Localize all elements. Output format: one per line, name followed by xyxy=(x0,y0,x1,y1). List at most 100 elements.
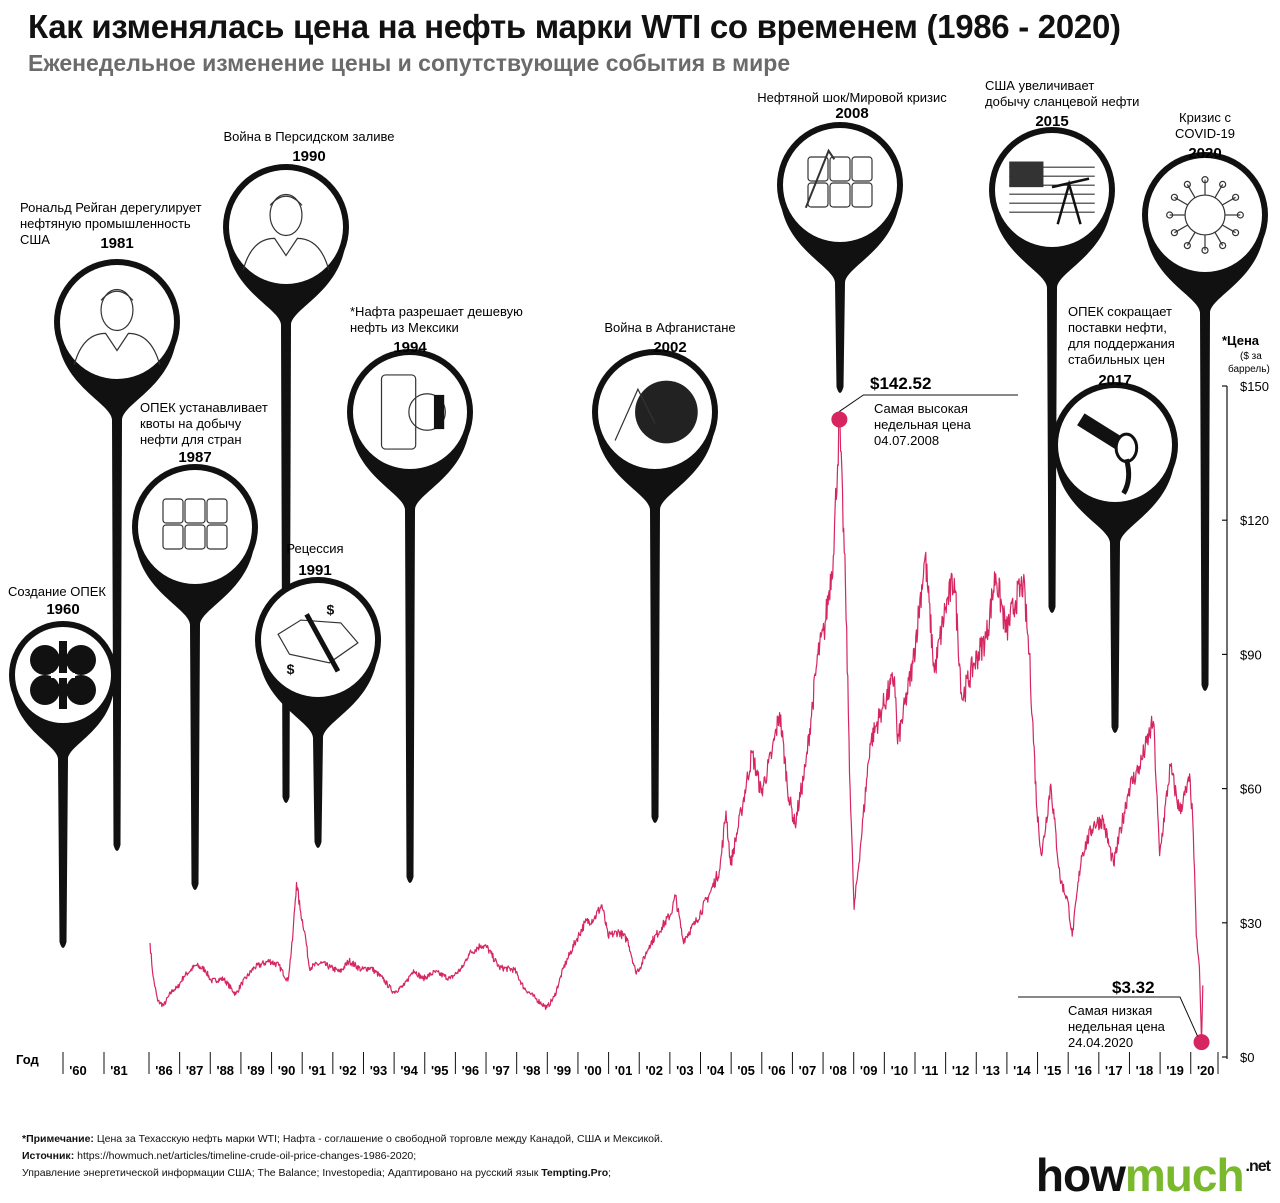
low-price-marker xyxy=(1193,1034,1210,1051)
high-price-value: $142.52 xyxy=(870,374,931,393)
x-tick-label: '97 xyxy=(492,1063,510,1078)
event-year: 1991 xyxy=(298,562,331,579)
event-year: 2020 xyxy=(1188,145,1221,162)
pin-tail xyxy=(227,249,345,804)
usa-pumpjack-icon xyxy=(1009,161,1095,225)
stacked-barrels-icon xyxy=(804,148,873,209)
high-price-marker xyxy=(831,411,848,428)
event-label: Рональд Рейган дерегулирует нефтяную пром… xyxy=(20,200,202,247)
event-pin-1987: ОПЕК устанавливает квоты на добычу нефти д… xyxy=(132,400,268,890)
event-pin-2015: США увеличивает добычу сланцевой нефти 201… xyxy=(985,78,1139,614)
event-year: 2002 xyxy=(653,339,686,356)
mexico-barrel-icon xyxy=(380,374,446,450)
footer-note: *Примечание: Цена за Техасскую нефть мар… xyxy=(22,1133,663,1145)
opec-logo-icon xyxy=(30,641,96,709)
pin-face xyxy=(229,170,343,284)
x-tick-label: '86 xyxy=(155,1063,173,1078)
x-tick-label: '89 xyxy=(247,1063,265,1078)
event-pin-1960: Создание ОПЕК 1960 xyxy=(8,584,117,948)
x-tick-label: '88 xyxy=(216,1063,234,1078)
footer-source: Источник: https://howmuch.net/articles/t… xyxy=(22,1150,416,1162)
event-pin-1991: $ $ Рецессия 1991 xyxy=(255,541,381,848)
x-tick-label: '60 xyxy=(69,1063,87,1078)
event-pin-2017: ОПЕК сокращает поставки нефти, для поддерж… xyxy=(1052,304,1178,733)
x-tick-label: '96 xyxy=(462,1063,480,1078)
event-label: Война в Персидском заливе xyxy=(224,129,395,144)
afghan-war-icon xyxy=(614,380,698,444)
y-tick-label: $150 xyxy=(1240,379,1269,394)
page-subtitle: Еженедельное изменение цены и сопутствую… xyxy=(28,50,791,76)
x-tick-label: '18 xyxy=(1136,1063,1154,1078)
x-tick-label: '06 xyxy=(768,1063,786,1078)
event-year: 2015 xyxy=(1035,113,1068,130)
howmuch-logo[interactable]: howmuch .net xyxy=(1035,1148,1271,1202)
event-label: ОПЕК устанавливает квоты на добычу нефти д… xyxy=(140,400,268,447)
event-pin-1981: Рональд Рейган дерегулирует нефтяную пром… xyxy=(20,200,202,851)
footer-source-label: Источник: xyxy=(22,1150,75,1162)
x-tick-label: '93 xyxy=(370,1063,388,1078)
reagan-portrait-icon xyxy=(73,288,161,365)
pin-tail xyxy=(351,434,469,883)
y-tick-label: $120 xyxy=(1240,513,1269,528)
logo-how: how xyxy=(1035,1149,1126,1201)
price-line-layer xyxy=(149,415,1204,1043)
footer-source-2: Управление энергетической информации США… xyxy=(22,1167,611,1179)
x-tick-label: '87 xyxy=(186,1063,204,1078)
footer-note-text: Цена за Техасскую нефть марки WTI; Нафта… xyxy=(96,1133,663,1145)
event-year: 2008 xyxy=(835,105,868,122)
pin-tail xyxy=(136,549,254,890)
x-tick-label: '17 xyxy=(1105,1063,1123,1078)
x-tick-label: '04 xyxy=(707,1063,725,1078)
footer-source-2-bold: Tempting.Pro xyxy=(541,1167,609,1179)
pin-tail xyxy=(58,344,176,851)
x-tick-label: '91 xyxy=(308,1063,326,1078)
y-tick-label: $30 xyxy=(1240,916,1262,931)
event-pin-2002: Война в Афганистане 2002 xyxy=(592,320,736,823)
low-price-value: $3.32 xyxy=(1112,978,1155,997)
event-year: 1981 xyxy=(100,235,133,252)
high-price-leader xyxy=(839,394,1018,412)
x-tick-label: '94 xyxy=(400,1063,418,1078)
event-label: *Нафта разрешает дешевую нефть из Мексики xyxy=(350,304,523,335)
x-tick-label: '81 xyxy=(110,1063,128,1078)
footer-source-url: https://howmuch.net/articles/timeline-cr… xyxy=(77,1150,417,1162)
event-label: Рецессия xyxy=(286,541,343,556)
page-title: Как изменялась цена на нефть марки WTI с… xyxy=(28,8,1121,45)
pin-tail xyxy=(781,207,899,393)
pin-tail xyxy=(1056,467,1174,733)
axis-layer: *Цена ($ за баррель) Год $150 $120 $90 $60 $3… xyxy=(16,333,1270,1078)
x-tick-label: '92 xyxy=(339,1063,357,1078)
x-tick-label: '10 xyxy=(891,1063,909,1078)
annotations-layer: $142.52 Самая высокая недельная цена04.07.… xyxy=(831,374,1210,1051)
pouring-barrel-icon xyxy=(1077,413,1139,495)
x-tick-label: '14 xyxy=(1013,1063,1031,1078)
pin-tail xyxy=(1146,237,1264,692)
footer-note-label: *Примечание: xyxy=(22,1133,94,1145)
oil-price-chart: Создание ОПЕК 1960 Рональд Рейган дерегули… xyxy=(8,78,1270,1078)
x-tick-label: '07 xyxy=(799,1063,817,1078)
y-axis-title: *Цена xyxy=(1222,333,1260,348)
event-year: 1994 xyxy=(393,339,427,356)
x-tick-label: '03 xyxy=(676,1063,694,1078)
x-tick-label: '90 xyxy=(278,1063,296,1078)
x-tick-label: '12 xyxy=(952,1063,970,1078)
x-tick-label: '98 xyxy=(523,1063,541,1078)
low-price-date: 24.04.2020 xyxy=(1068,1035,1133,1050)
x-tick-label: '00 xyxy=(584,1063,602,1078)
y-tick-label: $0 xyxy=(1240,1050,1254,1065)
virus-icon xyxy=(1166,176,1244,254)
x-tick-label: '05 xyxy=(737,1063,755,1078)
pin-tail xyxy=(259,662,377,848)
y-tick-label: $90 xyxy=(1240,647,1262,662)
event-year: 1960 xyxy=(46,601,79,618)
svg-text:$: $ xyxy=(327,601,335,617)
y-axis-unit: ($ за баррель) xyxy=(1228,351,1270,375)
y-tick-label: $60 xyxy=(1240,782,1262,797)
x-tick-label: '01 xyxy=(615,1063,633,1078)
low-price-leader xyxy=(1018,996,1199,1037)
pin-face xyxy=(138,470,252,584)
pin-face xyxy=(783,128,897,242)
x-tick-label: '08 xyxy=(829,1063,847,1078)
x-axis-title: Год xyxy=(16,1052,39,1067)
svg-text:$: $ xyxy=(287,661,295,677)
